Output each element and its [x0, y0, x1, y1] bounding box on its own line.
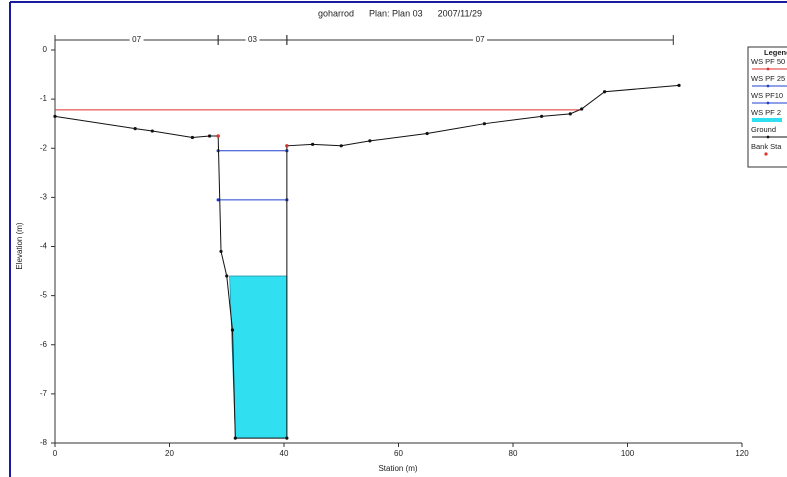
y-tick-label: -1: [40, 94, 48, 103]
series-point: [368, 139, 372, 143]
reach-label-bg: [473, 35, 488, 45]
legend-label: WS PF 2: [751, 108, 781, 117]
y-tick-label: -7: [40, 389, 48, 398]
series-point: [216, 134, 220, 138]
series-point: [219, 249, 223, 254]
chart-title: goharrod Plan: Plan 03 2007/11/29: [318, 8, 482, 18]
series-point: [339, 144, 343, 148]
x-tick-label: 120: [735, 449, 749, 458]
x-tick-label: 20: [165, 449, 174, 458]
legend-box: [747, 46, 787, 168]
series-point: [285, 144, 289, 148]
series-point: [603, 90, 607, 94]
legend-label: Bank Sta: [751, 142, 782, 151]
x-axis-label: Station (m): [378, 464, 417, 473]
legend-swatch: [752, 118, 782, 122]
y-tick-label: -5: [40, 291, 48, 300]
y-tick-label: -3: [40, 192, 48, 201]
series-point: [216, 198, 220, 202]
series-point: [225, 274, 229, 278]
legend-marker: [766, 84, 770, 88]
water-fill: [229, 275, 288, 439]
y-tick-label: -8: [40, 438, 48, 447]
series-line: [54, 84, 680, 439]
series-point: [190, 135, 194, 140]
reach-label: 03: [248, 35, 257, 44]
series-point: [230, 328, 235, 332]
series-point: [540, 114, 544, 118]
legend-marker: [764, 152, 768, 156]
x-tick-label: 0: [53, 449, 58, 458]
legend-marker: [766, 101, 770, 105]
series-point: [425, 131, 429, 136]
series-point: [568, 112, 572, 116]
x-tick-label: 40: [280, 449, 289, 458]
reach-label-bg: [129, 35, 144, 45]
x-tick-label: 60: [394, 449, 403, 458]
reach-label-bg: [245, 35, 260, 45]
legend-label: Ground: [751, 125, 776, 134]
x-tick-label: 80: [509, 449, 518, 458]
legend-marker: [766, 135, 770, 139]
series-point: [482, 122, 486, 126]
reach-label: 07: [476, 35, 485, 44]
series-point: [207, 134, 212, 138]
legend-label: WS PF 25: [751, 74, 785, 83]
y-tick-label: -4: [40, 242, 48, 251]
y-tick-label: -6: [40, 340, 48, 349]
y-tick-label: 0: [43, 45, 48, 54]
series-point: [150, 129, 154, 133]
series-point: [133, 127, 137, 131]
series-point: [53, 114, 57, 118]
reach-label: 07: [132, 35, 141, 44]
x-tick-label: 100: [621, 449, 635, 458]
series-point: [580, 107, 584, 111]
legend-marker: [766, 67, 770, 71]
legend-label: WS PF10: [751, 91, 783, 100]
series-point: [233, 436, 237, 440]
legend-label: WS PF 50: [751, 57, 785, 66]
series-point: [311, 142, 315, 146]
y-axis-label: Elevation (m): [15, 222, 24, 269]
legend-title: Legend: [764, 48, 787, 57]
series-point: [677, 83, 681, 87]
y-tick-label: -2: [40, 143, 48, 152]
series-point: [285, 436, 289, 440]
